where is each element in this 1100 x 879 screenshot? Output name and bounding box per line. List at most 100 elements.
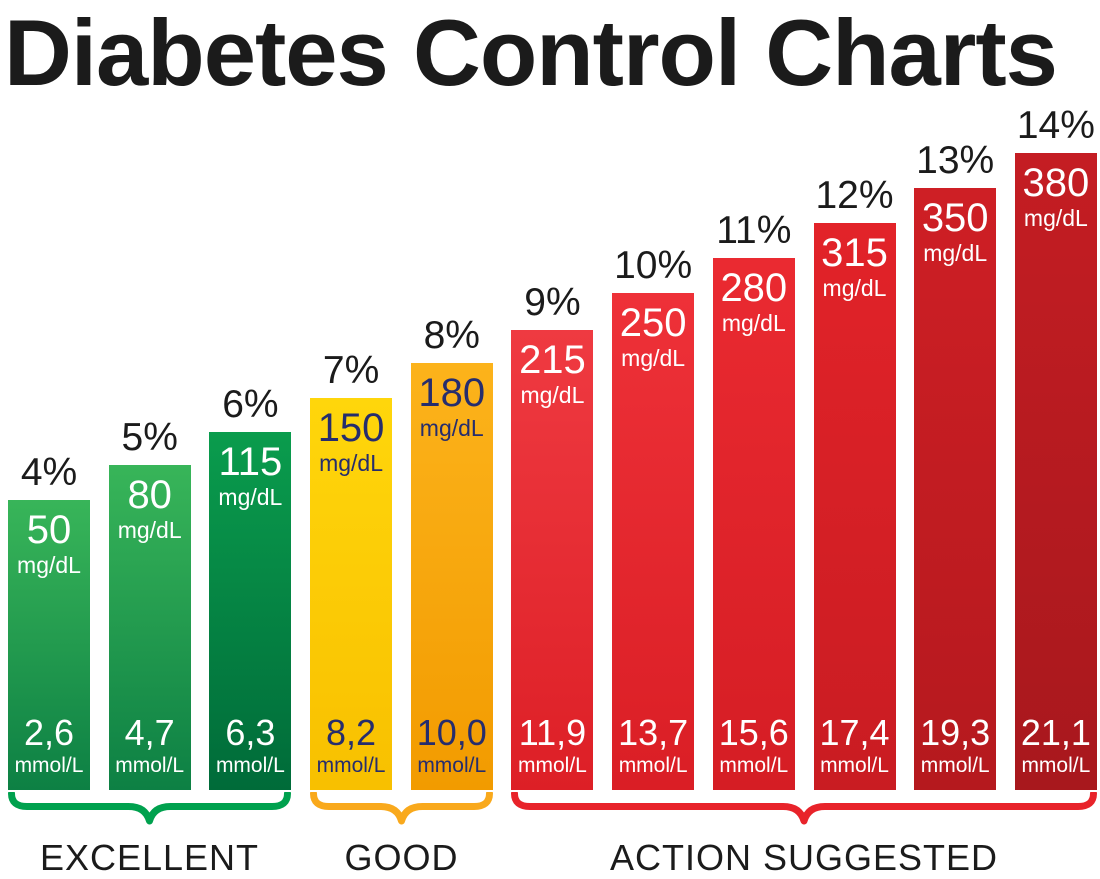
mmol-block: 4,7 mmol/L (115, 714, 184, 790)
mgdl-value: 180 (418, 371, 486, 415)
mgdl-unit-label: mg/dL (520, 382, 585, 408)
group-label: GOOD (344, 837, 459, 878)
mgdl-block: 350 mg/dL (922, 188, 989, 266)
hba1c-percent-label: 11% (716, 209, 792, 252)
glucose-bar: 380 mg/dL 21,1 mmol/L (1014, 153, 1097, 790)
mgdl-block: 115 mg/dL (218, 432, 282, 510)
mmol-block: 8,2 mmol/L (317, 714, 386, 790)
hba1c-percent-label: 8% (423, 314, 480, 357)
mgdl-unit-label: mg/dL (621, 345, 686, 371)
glucose-bar: 215 mg/dL 11,9 mmol/L (511, 330, 594, 790)
bar-column: 5% 80 mg/dL 4,7 mmol/L (108, 416, 191, 790)
mgdl-value: 380 (1022, 161, 1090, 205)
mmol-value: 21,1 (1020, 712, 1091, 754)
mgdl-block: 250 mg/dL (620, 293, 687, 371)
mmol-value: 2,6 (23, 712, 75, 754)
hba1c-percent-label: 4% (20, 451, 78, 494)
mgdl-value: 80 (127, 473, 172, 517)
mgdl-value: 215 (519, 338, 586, 382)
group-labels-row: EXCELLENT GOOD ACTION SUGGESTED (8, 838, 1097, 879)
mmol-unit-label: mmol/L (1021, 753, 1091, 777)
mmol-unit-label: mmol/L (14, 753, 84, 777)
mgdl-unit-label: mg/dL (1023, 205, 1088, 231)
mmol-block: 21,1 mmol/L (1021, 714, 1091, 790)
mmol-unit-label: mmol/L (417, 753, 487, 777)
bar-column: 11% 280 mg/dL 15,6 mmol/L (712, 209, 795, 790)
chart-title: Diabetes Control Charts (4, 0, 1058, 105)
mmol-block: 10,0 mmol/L (417, 714, 487, 790)
mmol-value: 13,7 (618, 712, 689, 754)
mmol-block: 13,7 mmol/L (618, 714, 688, 790)
mgdl-block: 180 mg/dL (418, 363, 485, 441)
mgdl-value: 315 (821, 231, 888, 275)
mgdl-unit-label: mg/dL (822, 275, 887, 301)
hba1c-percent-label: 5% (121, 416, 178, 459)
group-brace-icon (8, 792, 291, 825)
mgdl-block: 80 mg/dL (118, 465, 182, 543)
mmol-block: 15,6 mmol/L (719, 714, 789, 790)
mgdl-block: 215 mg/dL (519, 330, 586, 408)
mmol-unit-label: mmol/L (115, 753, 185, 777)
mmol-block: 17,4 mmol/L (819, 714, 889, 790)
mmol-block: 11,9 mmol/L (518, 714, 587, 790)
bar-column: 13% 350 mg/dL 19,3 mmol/L (914, 139, 997, 790)
hba1c-percent-label: 14% (1016, 104, 1095, 147)
mgdl-unit-label: mg/dL (117, 517, 182, 543)
mmol-value: 8,2 (326, 712, 377, 754)
mmol-unit-label: mmol/L (215, 753, 285, 777)
group-braces-row (8, 792, 1097, 826)
hba1c-percent-label: 12% (815, 174, 894, 217)
mgdl-block: 315 mg/dL (821, 223, 888, 301)
mmol-unit-label: mmol/L (518, 753, 587, 777)
mmol-unit-label: mmol/L (618, 753, 688, 777)
bar-column: 7% 150 mg/dL 8,2 mmol/L (310, 349, 393, 790)
bar-column: 10% 250 mg/dL 13,7 mmol/L (612, 244, 695, 790)
bar-column: 8% 180 mg/dL 10,0 mmol/L (410, 314, 493, 790)
mgdl-unit-label: mg/dL (218, 484, 283, 510)
mmol-unit-label: mmol/L (920, 753, 990, 777)
group-label: EXCELLENT (39, 837, 260, 878)
glucose-bar: 180 mg/dL 10,0 mmol/L (410, 363, 493, 790)
glucose-bar: 50 mg/dL 2,6 mmol/L (8, 500, 90, 790)
mmol-value: 19,3 (920, 712, 991, 754)
mgdl-block: 50 mg/dL (17, 500, 81, 578)
mgdl-value: 150 (317, 406, 385, 450)
mmol-value: 6,3 (225, 712, 276, 754)
mmol-unit-label: mmol/L (316, 753, 386, 777)
hba1c-percent-label: 10% (614, 244, 693, 287)
bar-column: 14% 380 mg/dL 21,1 mmol/L (1014, 104, 1097, 790)
group-label: ACTION SUGGESTED (609, 837, 999, 878)
mgdl-unit-label: mg/dL (419, 415, 484, 441)
mmol-value: 10,0 (416, 712, 487, 754)
mmol-value: 15,6 (718, 712, 789, 754)
glucose-bar: 80 mg/dL 4,7 mmol/L (108, 465, 191, 790)
glucose-bar: 315 mg/dL 17,4 mmol/L (813, 223, 896, 790)
hba1c-percent-label: 9% (524, 281, 581, 324)
mmol-value: 17,4 (819, 712, 890, 754)
group-brace-icon (511, 792, 1097, 825)
mmol-value: 4,7 (124, 712, 175, 754)
mgdl-unit-label: mg/dL (721, 310, 786, 336)
mgdl-unit-label: mg/dL (17, 552, 81, 578)
bar-column: 9% 215 mg/dL 11,9 mmol/L (511, 281, 594, 790)
bars-row: 4% 50 mg/dL 2,6 mmol/L 5% 80 mg/dL 4,7 mmol/L 6% 11… (8, 106, 1097, 790)
mgdl-block: 150 mg/dL (318, 398, 385, 476)
mgdl-unit-label: mg/dL (319, 450, 384, 476)
glucose-bar: 150 mg/dL 8,2 mmol/L (310, 398, 393, 790)
mgdl-block: 380 mg/dL (1023, 153, 1090, 231)
mmol-block: 2,6 mmol/L (15, 714, 84, 790)
bar-column: 12% 315 mg/dL 17,4 mmol/L (813, 174, 896, 790)
mgdl-value: 280 (720, 266, 788, 310)
mgdl-unit-label: mg/dL (923, 240, 988, 266)
glucose-bar: 280 mg/dL 15,6 mmol/L (712, 258, 795, 790)
mgdl-value: 115 (218, 440, 283, 484)
hba1c-percent-label: 13% (916, 139, 995, 182)
mmol-block: 19,3 mmol/L (920, 714, 990, 790)
mgdl-value: 350 (921, 196, 989, 240)
glucose-bar: 250 mg/dL 13,7 mmol/L (612, 293, 695, 790)
mmol-value: 11,9 (518, 712, 587, 754)
hba1c-percent-label: 7% (322, 349, 380, 392)
bar-column: 4% 50 mg/dL 2,6 mmol/L (8, 453, 90, 790)
mgdl-block: 280 mg/dL (720, 258, 787, 336)
